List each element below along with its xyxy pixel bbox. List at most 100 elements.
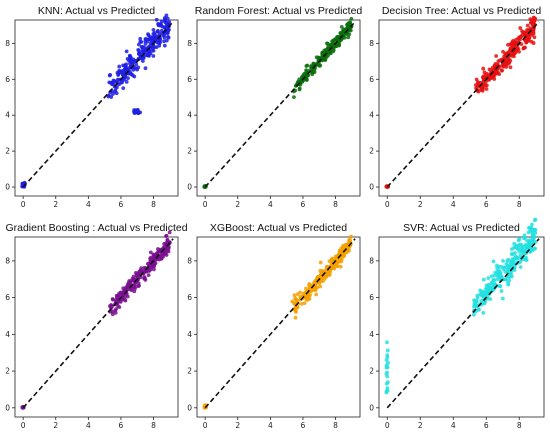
- data-point: [331, 38, 336, 43]
- axes-frame: [196, 236, 361, 418]
- data-point: [131, 57, 136, 62]
- identity-reference-line: [22, 21, 174, 188]
- x-tick-label: 4: [268, 200, 273, 209]
- data-point: [491, 278, 496, 282]
- data-point: [315, 285, 320, 290]
- x-tick-label: 2: [53, 421, 58, 430]
- data-point: [339, 246, 343, 251]
- data-point: [490, 65, 495, 70]
- data-point: [335, 264, 340, 269]
- data-point: [149, 38, 154, 42]
- data-point: [293, 297, 298, 302]
- data-point: [482, 82, 487, 87]
- x-tick-label: 2: [418, 200, 423, 209]
- y-tick-label: 0: [369, 183, 374, 192]
- data-point: [137, 51, 141, 56]
- data-point: [158, 249, 163, 254]
- data-point: [489, 274, 494, 279]
- x-tick-label: 6: [484, 421, 489, 430]
- data-point: [479, 299, 484, 303]
- scatter-series: [20, 230, 172, 410]
- subplot-title: SVR: Actual vs Predicted: [403, 222, 520, 234]
- scatter-series: [384, 217, 538, 395]
- data-point: [490, 74, 495, 79]
- data-point: [346, 35, 351, 40]
- data-point: [513, 254, 518, 259]
- data-point: [385, 348, 390, 353]
- identity-reference-line: [386, 238, 540, 409]
- data-point: [162, 35, 167, 40]
- identity-reference-line: [22, 238, 174, 409]
- data-point: [519, 245, 524, 250]
- x-tick-label: 0: [21, 421, 26, 430]
- data-point: [484, 71, 489, 76]
- y-tick-label: 8: [187, 39, 192, 48]
- data-point: [314, 292, 319, 297]
- data-point: [488, 297, 493, 301]
- subplot-title: XGBoost: Actual vs Predicted: [210, 222, 347, 234]
- x-tick-label: 2: [418, 421, 423, 430]
- data-point: [299, 302, 304, 306]
- data-point: [525, 23, 530, 28]
- y-tick-label: 6: [5, 293, 10, 302]
- data-point: [496, 274, 501, 279]
- data-point: [157, 40, 161, 45]
- data-point: [292, 95, 296, 100]
- data-point: [527, 225, 531, 230]
- data-point: [510, 41, 515, 46]
- data-point: [510, 262, 515, 267]
- data-point: [151, 262, 156, 267]
- data-point: [165, 238, 170, 243]
- subplot-5: XGBoost: Actual vs Predicted 0 2 4 6 8 0 2 4 6 8: [187, 222, 361, 430]
- data-point: [474, 304, 479, 309]
- x-tick-label: 4: [86, 421, 91, 430]
- data-point: [305, 297, 310, 302]
- y-tick-label: 8: [369, 256, 374, 265]
- data-point: [524, 40, 529, 45]
- data-point: [328, 269, 332, 274]
- data-point: [491, 259, 496, 264]
- data-point: [124, 49, 129, 54]
- y-tick-label: 8: [5, 256, 10, 265]
- axes-frame: [14, 236, 179, 418]
- data-point: [513, 251, 517, 255]
- axes-frame: [14, 19, 179, 197]
- data-point: [485, 289, 490, 294]
- data-point: [324, 264, 329, 269]
- x-tick-label: 6: [484, 200, 489, 209]
- data-point: [318, 284, 323, 289]
- data-point: [324, 274, 329, 279]
- x-tick-label: 6: [301, 421, 306, 430]
- data-point: [139, 40, 144, 44]
- data-point: [167, 230, 172, 235]
- data-point: [114, 307, 119, 311]
- y-tick-label: 2: [369, 367, 374, 376]
- data-point: [108, 72, 113, 77]
- data-point: [113, 310, 118, 315]
- data-point: [290, 299, 295, 304]
- data-point: [506, 282, 511, 287]
- data-point: [522, 235, 527, 240]
- data-point: [311, 61, 316, 66]
- data-point: [349, 16, 354, 21]
- data-point: [292, 293, 297, 298]
- y-tick-label: 6: [187, 293, 192, 302]
- data-point: [127, 54, 132, 58]
- data-point: [500, 296, 505, 301]
- data-point: [106, 94, 111, 99]
- y-tick-label: 8: [187, 256, 192, 265]
- y-tick-label: 4: [369, 330, 374, 339]
- y-tick-label: 8: [369, 39, 374, 48]
- data-point: [146, 32, 150, 37]
- data-point: [146, 273, 151, 278]
- data-point: [322, 49, 327, 53]
- data-point: [486, 276, 491, 280]
- x-tick-label: 8: [333, 200, 338, 209]
- x-tick-label: 8: [333, 421, 338, 430]
- data-point: [154, 17, 159, 22]
- data-point: [136, 284, 141, 289]
- x-tick-label: 4: [268, 421, 273, 430]
- x-tick-label: 8: [517, 200, 522, 209]
- data-point: [132, 277, 137, 282]
- data-point: [512, 44, 517, 48]
